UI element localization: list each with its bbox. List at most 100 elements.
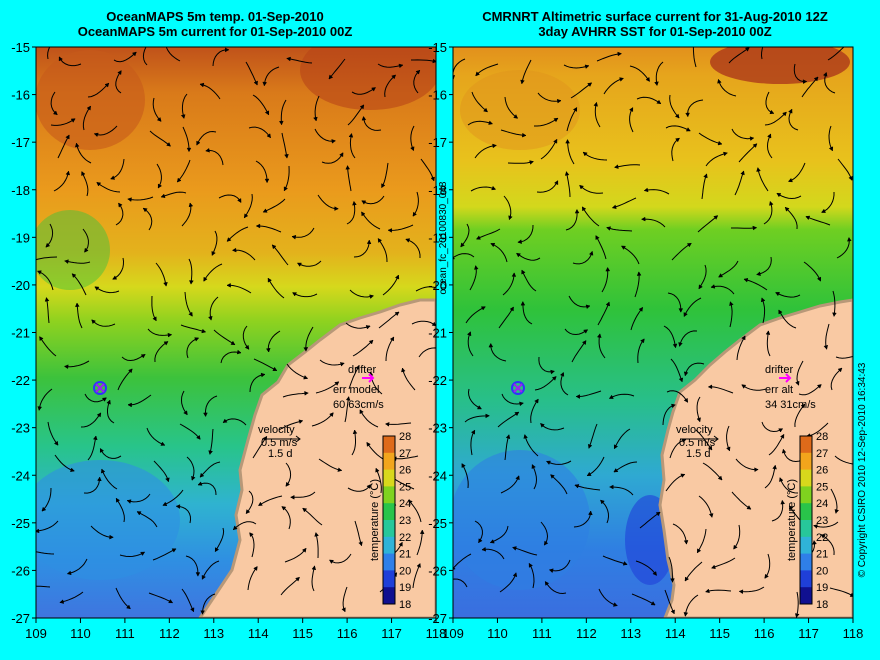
left-streamline-arrowhead — [190, 607, 195, 613]
left-streamline-arrowhead — [127, 197, 132, 202]
right-streamline — [776, 192, 802, 200]
right-streamline-arrowhead — [678, 342, 683, 347]
right-streamline — [567, 139, 575, 165]
right-streamline — [629, 107, 634, 133]
right-streamline-arrowhead — [622, 561, 628, 566]
right-streamline — [609, 486, 634, 496]
left-streamline-arrowhead — [244, 344, 250, 350]
right-streamline — [668, 556, 673, 583]
left-streamline-arrowhead — [196, 140, 201, 146]
left-streamline — [226, 284, 252, 294]
left-streamline — [284, 547, 307, 563]
right-streamline — [566, 107, 578, 132]
right-streamline — [669, 94, 680, 119]
right-velocity-scale-arrow — [680, 435, 719, 443]
right-axes: 109 110 111 112 113 114 115 116 117 118 -15 -16 -17 -… — [428, 40, 863, 641]
right-streamline-arrowhead — [654, 81, 659, 87]
left-streamline — [64, 360, 90, 368]
left-lon-tick-label: 112 — [159, 626, 180, 641]
left-streamline — [117, 368, 133, 391]
left-velocity-time: 1.5 d — [268, 448, 292, 460]
left-axes: 109 110 111 112 113 114 115 116 117 118 -15 -16 -17 -… — [11, 40, 446, 641]
right-lat-tick-label: -23 — [428, 421, 447, 436]
left-streamline — [278, 420, 303, 431]
right-streamline-arrowhead — [652, 571, 657, 576]
left-streamline — [146, 427, 166, 446]
right-streamline — [521, 59, 532, 84]
left-streamline-arrowhead — [272, 366, 278, 371]
left-streamline-arrowhead — [398, 541, 403, 547]
right-streamline — [760, 47, 764, 60]
left-streamline-arrowhead — [166, 142, 171, 147]
right-streamline-arrowhead — [812, 540, 817, 545]
right-colorbar-swatch — [800, 553, 812, 571]
right-streamline — [573, 511, 592, 528]
right-streamline — [612, 197, 637, 209]
left-streamline — [248, 126, 271, 139]
right-streamline-arrowhead — [588, 510, 593, 516]
right-streamline-arrowhead — [723, 151, 728, 157]
right-streamline-arrowhead — [780, 433, 785, 439]
left-streamline — [243, 193, 253, 219]
left-streamline — [375, 468, 382, 494]
right-streamline — [803, 261, 822, 282]
left-streamline-arrowhead — [359, 409, 364, 415]
left-streamline-arrowhead — [160, 441, 166, 446]
left-streamline-arrowhead — [278, 120, 284, 126]
left-streamline — [99, 448, 122, 459]
right-streamline — [757, 167, 769, 192]
left-streamline — [392, 455, 419, 460]
right-colorbar-swatch — [800, 587, 812, 605]
left-streamline — [347, 165, 352, 192]
right-streamline-arrowhead — [675, 137, 680, 143]
right-streamline — [837, 158, 853, 181]
right-streamline — [597, 301, 610, 326]
left-streamline-arrowhead — [199, 82, 205, 88]
right-streamline — [726, 425, 731, 451]
right-streamline-arrowhead — [670, 578, 675, 583]
right-streamline-arrowhead — [600, 499, 605, 505]
right-lat-tick-label: -16 — [428, 88, 447, 103]
left-streamline-arrowhead — [230, 340, 236, 345]
left-streamline — [115, 70, 122, 94]
left-streamline-arrowhead — [36, 528, 40, 534]
left-streamline — [142, 207, 153, 231]
left-streamline — [253, 358, 278, 372]
right-colorbar-tick-label: 28 — [816, 431, 828, 443]
left-lat-tick-label: -27 — [11, 611, 30, 626]
left-streamline — [112, 257, 125, 280]
right-streamline-arrowhead — [516, 253, 521, 258]
left-streamline-arrowhead — [394, 311, 400, 317]
right-streamline-arrowhead — [564, 171, 570, 176]
right-streamline — [743, 278, 768, 291]
left-streamline-arrowhead — [109, 534, 114, 540]
right-streamline — [711, 557, 736, 569]
right-streamline-arrowhead — [546, 460, 551, 465]
right-streamline — [582, 151, 608, 161]
right-streamline-arrowhead — [593, 101, 598, 107]
right-streamline — [568, 295, 591, 308]
right-streamline-arrowhead — [756, 167, 761, 172]
right-streamline-arrowhead — [559, 372, 565, 377]
left-streamline — [115, 587, 131, 610]
left-streamline — [384, 74, 396, 98]
left-streamline — [351, 430, 356, 456]
left-streamline-arrowhead — [175, 504, 181, 509]
right-streamline — [735, 458, 759, 471]
right-streamline-arrowhead — [820, 534, 826, 539]
right-streamline-arrowhead — [505, 434, 511, 440]
left-streamline — [249, 373, 265, 393]
right-warm-patch — [710, 47, 850, 84]
left-streamline-arrowhead — [314, 532, 319, 537]
left-streamline — [410, 125, 415, 151]
right-streamline-arrowhead — [613, 468, 619, 473]
right-streamline-arrowhead — [574, 208, 580, 214]
left-streamline — [342, 586, 348, 612]
right-streamline — [474, 144, 497, 159]
right-streamline — [806, 422, 829, 437]
right-streamline — [534, 376, 557, 391]
right-lon-tick-label: 116 — [754, 626, 775, 641]
left-lat-tick-label: -16 — [11, 88, 30, 103]
right-streamline — [679, 330, 698, 347]
left-streamline-arrowhead — [97, 476, 102, 482]
